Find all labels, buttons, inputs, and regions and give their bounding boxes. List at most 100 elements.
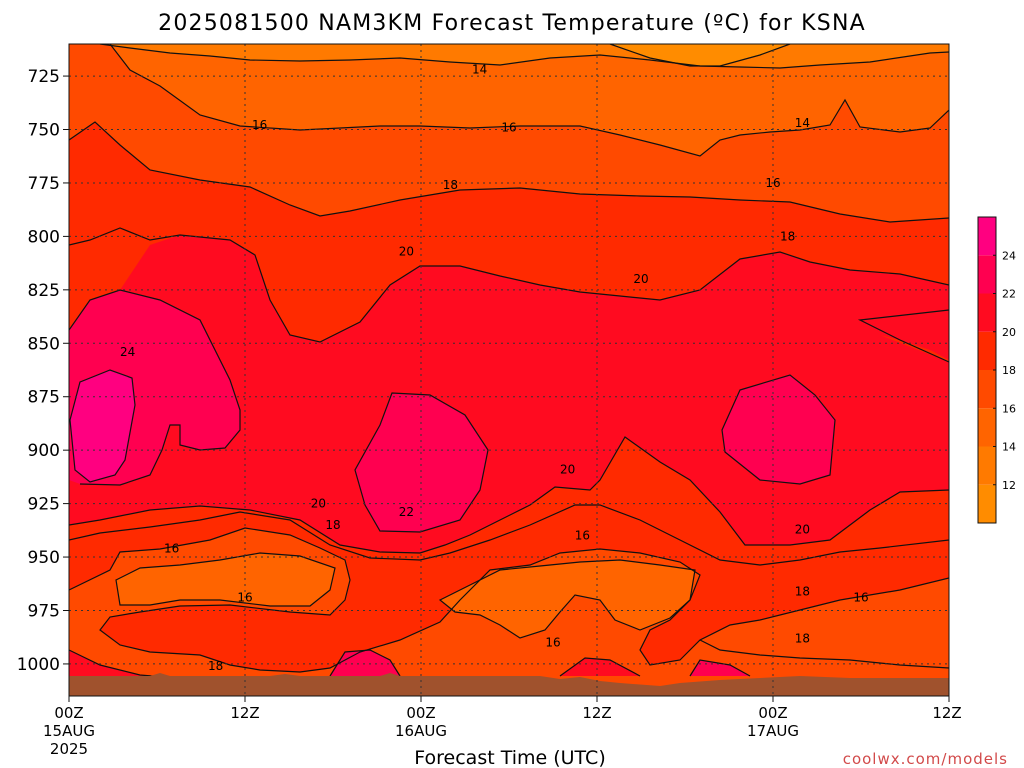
contour-24-left	[69, 369, 136, 483]
x-tick-label: 12Z	[582, 704, 611, 722]
contour-label: 20	[633, 272, 648, 286]
x-tick-year: 2025	[50, 740, 88, 758]
contour-label: 18	[325, 518, 340, 532]
contour-label: 18	[208, 659, 223, 673]
colorbar: 12 14 16 18 20 22 24	[977, 216, 1016, 524]
y-tick-label: 825	[28, 281, 60, 301]
contour-label: 18	[443, 178, 458, 192]
contour-18-top	[69, 227, 949, 343]
contour-20-right	[857, 309, 949, 363]
contour-label: 20	[311, 497, 326, 511]
x-tick-label: 00Z	[54, 704, 83, 722]
plot-frame	[68, 43, 950, 697]
contour-16-lower	[438, 559, 696, 639]
colorbar-segment	[978, 484, 996, 523]
contour-label: 16	[164, 541, 179, 555]
contour-label: 18	[780, 229, 795, 243]
contour-label: 16	[765, 176, 780, 190]
contour-lines	[69, 44, 949, 691]
contour-10	[609, 44, 791, 67]
contour-20-mid	[69, 436, 949, 554]
band-lower-14-16-mid	[440, 560, 695, 638]
contour-label: 16	[252, 118, 267, 132]
colorbar-segment	[978, 408, 996, 447]
contour-16-top	[69, 121, 949, 223]
x-tick-label: 12Z	[932, 704, 961, 722]
contour-22-bottom-right	[689, 659, 751, 677]
colorbar-tick-label: 14	[1002, 441, 1016, 454]
contour-label: 14	[795, 116, 810, 130]
contour-label: 18	[795, 631, 810, 645]
colorbar-segment	[978, 370, 996, 409]
band-10-12	[610, 44, 790, 66]
y-tick-label: 800	[28, 227, 60, 247]
band-14-16	[69, 44, 949, 156]
contour-20-bottom-mid	[559, 657, 641, 677]
contour-22-bottom-left	[329, 649, 401, 677]
contour-label: 20	[560, 462, 575, 476]
x-tick-label: 00Z	[406, 704, 435, 722]
colorbar-tick-label: 16	[1002, 402, 1016, 415]
x-tick-date: 15AUG	[43, 722, 95, 740]
credit-text: coolwx.com/models	[843, 750, 1008, 768]
colorbar-tick-label: 22	[1002, 288, 1016, 301]
contour-label: 24	[120, 345, 135, 359]
chart-title: 2025081500 NAM3KM Forecast Temperature (…	[158, 11, 866, 36]
y-tick-label: 1000	[17, 655, 60, 675]
plot-area	[69, 44, 949, 696]
band-24-26	[70, 370, 135, 482]
colorbar-tick-label: 24	[1002, 249, 1016, 262]
contour-18-bottom-right	[699, 639, 949, 669]
contour-label: 14	[472, 63, 487, 77]
contour-20-top	[69, 289, 241, 486]
contour-label: 22	[399, 505, 414, 519]
y-tick-label: 875	[28, 388, 60, 408]
x-tick-label: 00Z	[758, 704, 787, 722]
contour-label: 16	[575, 529, 590, 543]
terrain-ground	[69, 673, 949, 696]
colorbar-segment	[978, 217, 996, 256]
y-tick-label: 725	[28, 67, 60, 87]
contour-18-lower	[69, 527, 949, 673]
contour-22-center	[354, 392, 489, 533]
contour-label: 20	[795, 522, 810, 536]
colorbar-tick-label: 20	[1002, 326, 1016, 339]
contour-22-right	[721, 374, 836, 485]
contour-12	[99, 44, 949, 69]
contour-label: 20	[399, 244, 414, 258]
contour-14-top	[109, 44, 949, 157]
colorbar-segment	[978, 293, 996, 332]
contour-label: 16	[853, 591, 868, 605]
y-tick-label: 850	[28, 334, 60, 354]
x-tick-label: 12Z	[230, 704, 259, 722]
band-22-24-center	[355, 393, 488, 532]
colorbar-segment	[978, 255, 996, 294]
x-tick-date: 16AUG	[395, 722, 447, 740]
colorbar-segment	[978, 446, 996, 485]
colorbar-segment	[978, 331, 996, 370]
band-20-22	[69, 235, 949, 553]
colorbar-tick-label: 18	[1002, 364, 1016, 377]
contour-label: 16	[501, 120, 516, 134]
x-axis-label: Forecast Time (UTC)	[414, 747, 605, 768]
contour-16-mid	[115, 552, 336, 607]
band-22-24-right	[722, 375, 835, 484]
y-tick-label: 975	[28, 601, 60, 621]
contour-label: 16	[545, 636, 560, 650]
contour-label: 16	[237, 591, 252, 605]
y-axis: 725 750 775 800 825 850 875 900 925 950 975 1000	[17, 67, 69, 675]
y-tick-label: 925	[28, 495, 60, 515]
grid	[69, 44, 949, 696]
x-tick-date: 17AUG	[747, 722, 799, 740]
band-lower-20-22-mid	[560, 658, 640, 676]
colorbar-tick-label: 12	[1002, 479, 1016, 492]
contour-18-mid	[69, 504, 949, 566]
contour-label: 18	[795, 584, 810, 598]
y-tick-label: 900	[28, 441, 60, 461]
contour-labels: 14 16 16 14 18 16 20 18 20 24 20 20 22 18 16 16 20 18 16 16…	[120, 63, 869, 673]
y-tick-label: 750	[28, 121, 60, 141]
y-tick-label: 775	[28, 174, 60, 194]
y-tick-label: 950	[28, 548, 60, 568]
